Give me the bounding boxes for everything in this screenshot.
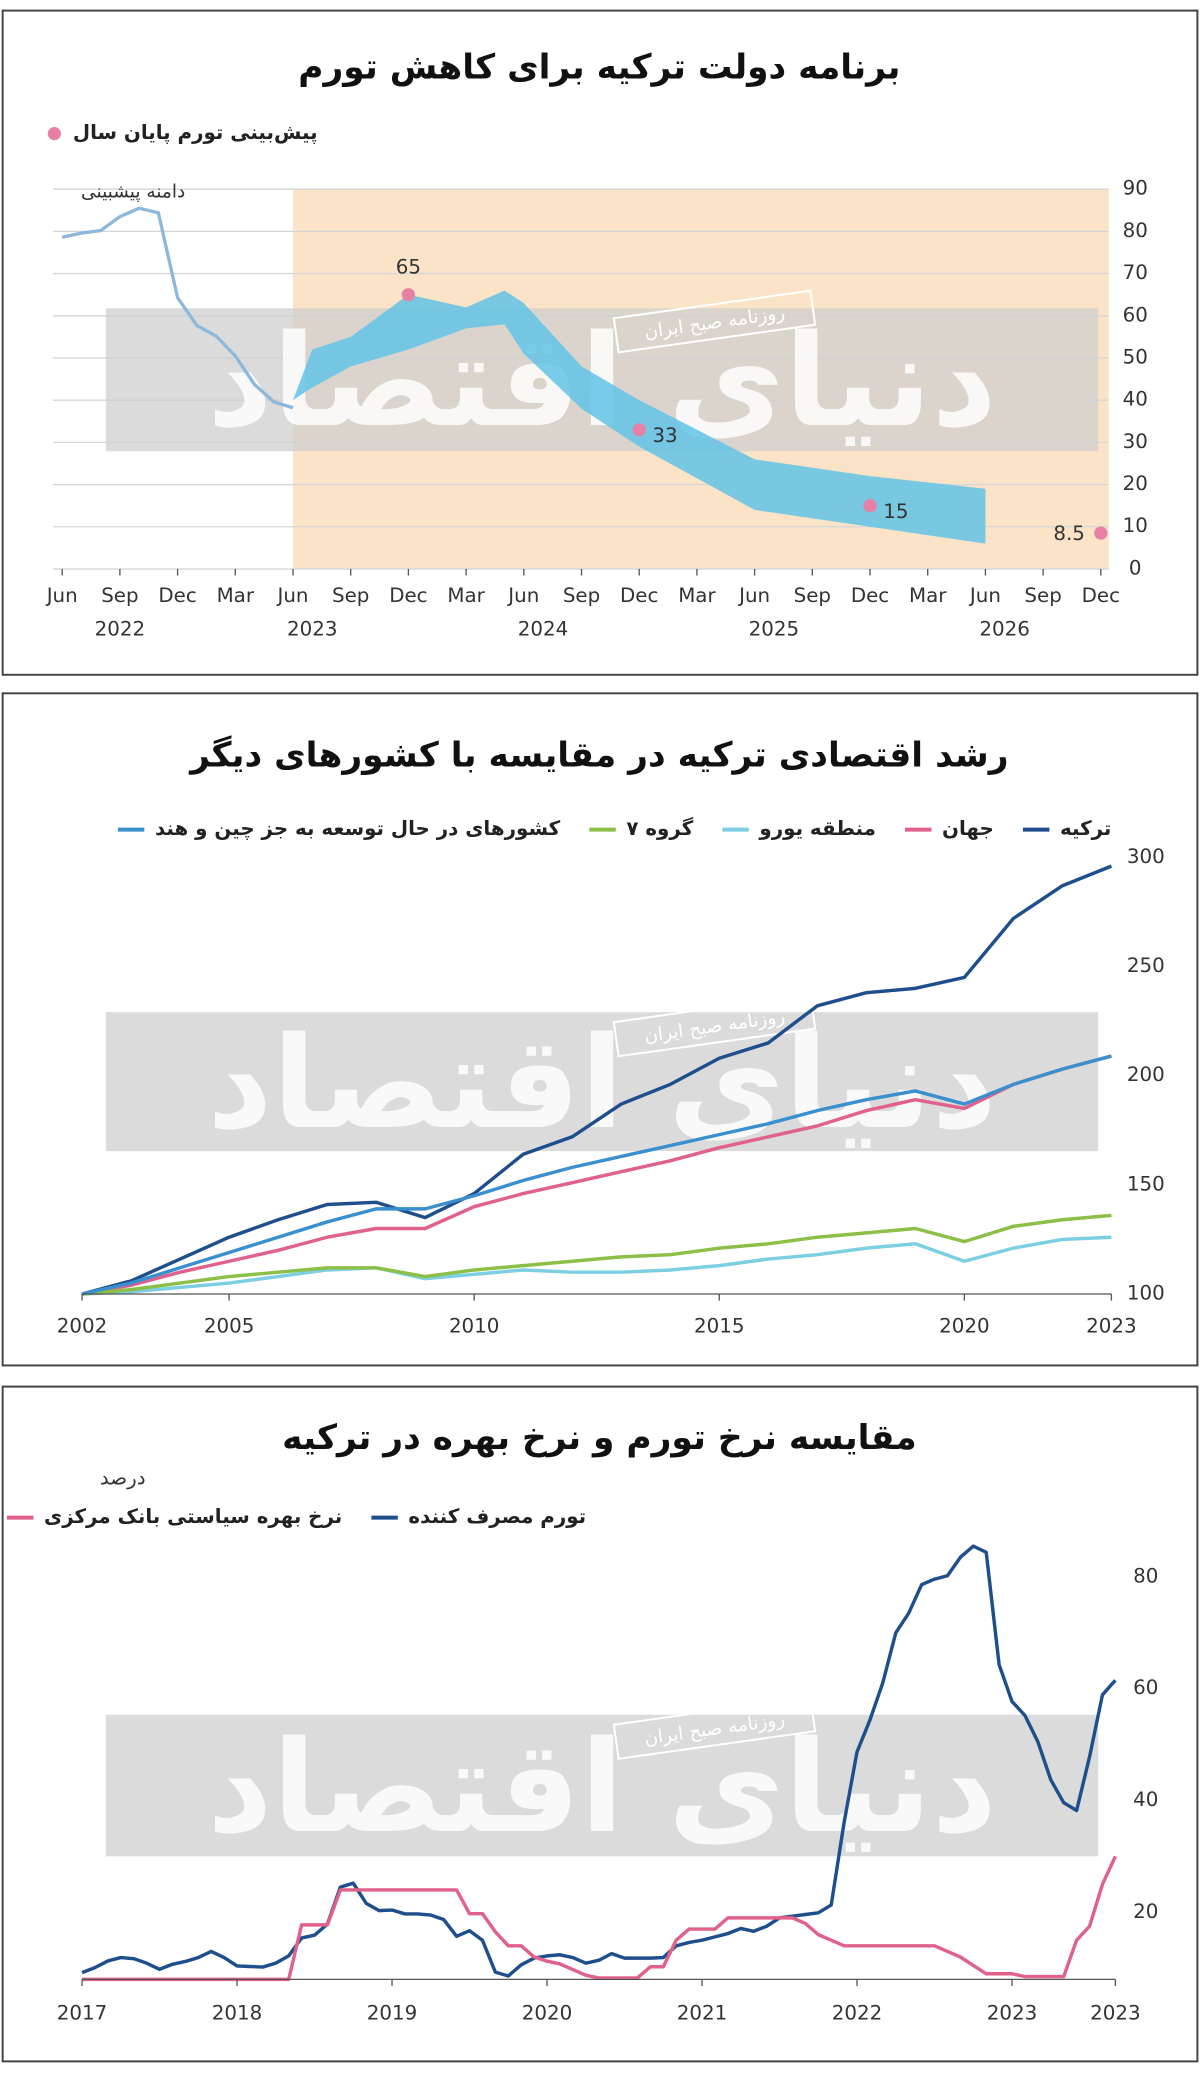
legend-label: ترکیه	[1060, 817, 1111, 840]
line	[81, 1235, 1112, 1296]
x-tick-label: 2019	[367, 2001, 417, 2024]
x-tick-label: 2020	[522, 2001, 572, 2024]
x-tick-label: Sep	[332, 584, 369, 607]
watermark-tag-box	[612, 993, 817, 1058]
x-tick-label: Sep	[563, 584, 600, 607]
x-tick-label: Dec	[389, 584, 427, 607]
line	[81, 1213, 1112, 1296]
watermark-logo: دنیای اقتصاد	[207, 1713, 997, 1861]
watermark-band	[105, 1714, 1099, 1857]
watermark-tag-box	[612, 1696, 817, 1760]
legend-label: جهان	[942, 817, 994, 840]
line	[81, 1544, 1117, 1978]
forecast-point	[1094, 526, 1108, 540]
y-tick-label: 100	[1127, 1281, 1165, 1304]
x-tick-label: 2015	[694, 1315, 744, 1338]
legend-label: تورم مصرف کننده	[408, 1505, 586, 1528]
x-tick-label: Dec	[851, 584, 889, 607]
x-tick-label: 2023	[1086, 1315, 1136, 1338]
forecast-point	[632, 423, 646, 437]
y-tick-label: 20	[1123, 472, 1148, 495]
x-tick-label: Dec	[1082, 584, 1120, 607]
y-tick-label: 10	[1123, 514, 1148, 537]
y-tick-label: 200	[1127, 1063, 1165, 1086]
band-label: دامنه پیشبینی	[81, 181, 185, 202]
y-tick-label: 40	[1123, 388, 1148, 411]
y-tick-label: 20	[1133, 1900, 1158, 1923]
x-tick-label: 2020	[939, 1315, 989, 1338]
legend-label: پیش‌بینی تورم پایان سال	[73, 121, 318, 145]
y-tick-label: 150	[1127, 1172, 1165, 1195]
x-tick-label: Dec	[158, 584, 196, 607]
x-tick-label: Mar	[909, 584, 947, 607]
point-label: 8.5	[1053, 522, 1085, 545]
y-tick-label: 30	[1123, 430, 1148, 453]
forecast-point	[863, 499, 877, 513]
legend-marker	[47, 127, 61, 141]
chart-panel: رشد اقتصادی ترکیه در مقایسه با کشورهای د…	[1, 692, 1199, 1367]
year-label: 2024	[518, 617, 568, 640]
legend-label: منطقه یورو	[758, 817, 876, 840]
point-label: 15	[883, 500, 908, 523]
year-label: 2023	[287, 617, 337, 640]
x-tick-label: Sep	[794, 584, 831, 607]
point-label: 65	[396, 256, 421, 279]
x-tick-label: Jun	[45, 584, 78, 607]
y-tick-label: 250	[1127, 954, 1165, 977]
x-tick-label: 2005	[204, 1315, 254, 1338]
x-tick-label: Jun	[276, 584, 309, 607]
x-tick-label: Sep	[1024, 584, 1061, 607]
x-tick-label: Jun	[506, 584, 539, 607]
forecast-point	[401, 288, 416, 302]
x-tick-label: Mar	[447, 584, 485, 607]
point-label: 33	[652, 424, 677, 447]
x-tick-label: 2023	[987, 2001, 1037, 2024]
y-tick-label: 80	[1133, 1564, 1158, 1587]
forecast-band	[292, 290, 986, 544]
x-tick-label: Dec	[620, 584, 658, 607]
y-tick-label: 60	[1123, 303, 1148, 326]
line	[81, 1054, 1112, 1296]
legend-label: گروه ۷	[626, 816, 693, 840]
chart-title: مقایسه نرخ تورم و نرخ بهره در ترکیه	[282, 1418, 917, 1458]
chart-panel: مقایسه نرخ تورم و نرخ بهره در ترکیه درصد د…	[1, 1385, 1199, 2063]
line	[61, 206, 294, 410]
watermark-band	[105, 1012, 1099, 1152]
x-tick-label: 2017	[57, 2001, 107, 2024]
chart-title: برنامه دولت ترکیه برای کاهش تورم	[298, 47, 900, 87]
x-tick-label: Jun	[737, 584, 770, 607]
y-tick-label: 90	[1123, 177, 1148, 200]
year-label: 2026	[979, 617, 1029, 640]
chart-title: رشد اقتصادی ترکیه در مقایسه با کشورهای د…	[188, 734, 1008, 775]
y-tick-label: 60	[1133, 1676, 1158, 1699]
year-label: 2022	[95, 617, 145, 640]
y-tick-label: 70	[1123, 261, 1148, 284]
y-tick-label: 80	[1123, 219, 1148, 242]
legend-label: کشورهای در حال توسعه به جز چین و هند	[155, 817, 561, 841]
x-tick-label: Sep	[101, 584, 138, 607]
y-tick-label: 300	[1127, 845, 1165, 868]
x-tick-label: 2002	[57, 1315, 107, 1338]
y-tick-label: 0	[1129, 556, 1142, 579]
x-tick-label: 2021	[677, 2001, 727, 2024]
x-tick-label: 2010	[449, 1315, 499, 1338]
year-label: 2025	[749, 617, 799, 640]
unit-label: درصد	[100, 1467, 146, 1490]
y-tick-label: 40	[1133, 1788, 1158, 1811]
x-tick-label: 2018	[212, 2001, 262, 2024]
watermark-tag-box	[612, 289, 817, 354]
line	[81, 1054, 1112, 1296]
x-tick-label: Mar	[678, 584, 716, 607]
charts: برنامه دولت ترکیه برای کاهش تورم دنیای اق…	[1, 9, 1199, 2063]
line	[81, 864, 1113, 1296]
x-tick-label: 2022	[832, 2001, 882, 2024]
watermark-logo: دنیای اقتصاد	[207, 1009, 997, 1157]
legend-label: نرخ بهره سیاستی بانک مرکزی	[44, 1505, 342, 1528]
y-tick-label: 50	[1123, 345, 1148, 368]
x-tick-label: 2023	[1090, 2001, 1140, 2024]
x-tick-label: Jun	[968, 584, 1001, 607]
x-tick-label: Mar	[217, 584, 255, 607]
